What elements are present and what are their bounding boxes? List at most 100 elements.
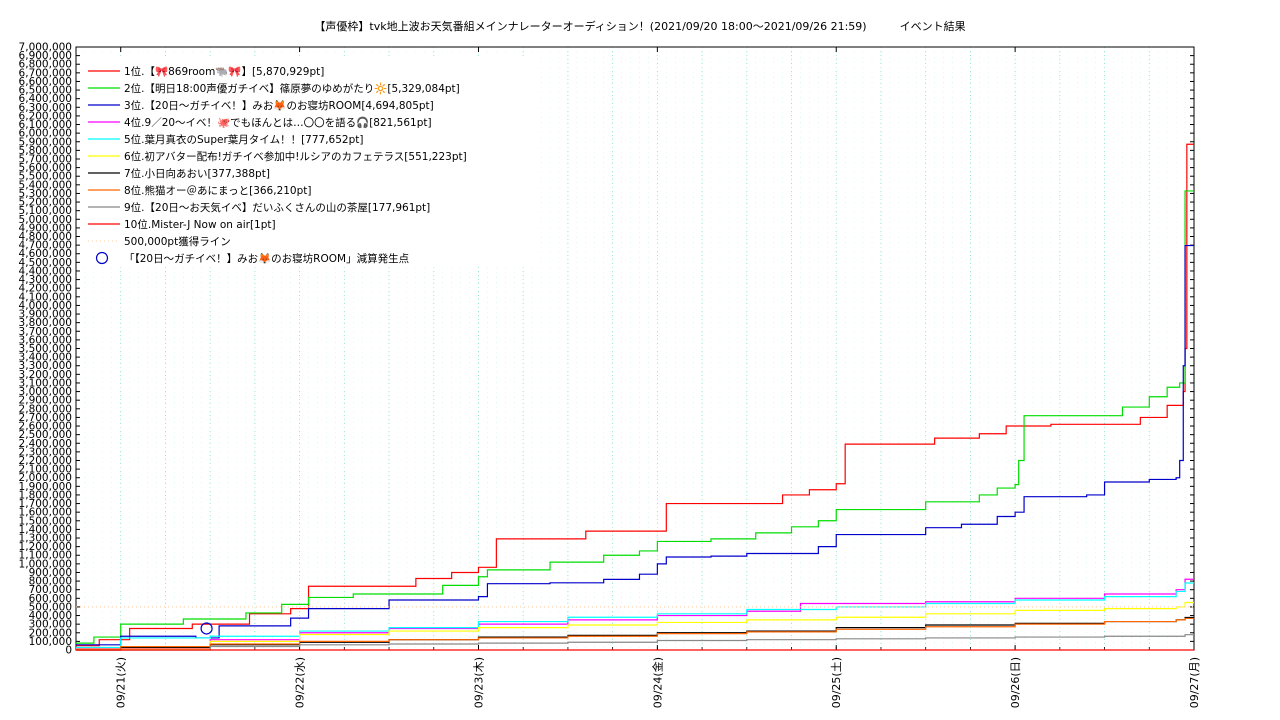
y-tick-label: 700,000 [29, 584, 72, 596]
y-tick-label: 1,100,000 [19, 550, 72, 562]
y-tick-label: 4,100,000 [19, 291, 72, 303]
y-tick-label: 3,000,000 [19, 386, 72, 398]
y-tick-label: 7,000,000 [19, 42, 72, 54]
y-tick-label: 6,100,000 [19, 119, 72, 131]
legend-label-5: 5位.葉月真衣のSuper葉月タイム！！[777,652pt] [124, 133, 363, 146]
y-tick-label: 5,300,000 [19, 188, 72, 200]
series-line-7 [76, 616, 1194, 651]
legend-annotation-label: 「【20日〜ガチイベ！】みお🦊のお寝坊ROOM」減算発生点 [124, 252, 409, 265]
y-tick-label: 2,400,000 [19, 438, 72, 450]
y-tick-label: 4,400,000 [19, 265, 72, 277]
y-tick-label: 2,500,000 [19, 429, 72, 441]
y-tick-label: 1,900,000 [19, 481, 72, 493]
series-line-8 [76, 617, 1194, 651]
y-tick-label: 1,200,000 [19, 541, 72, 553]
x-tick-label: 09/22(水) [294, 657, 307, 708]
y-tick-label: 4,600,000 [19, 248, 72, 260]
y-tick-label: 5,500,000 [19, 171, 72, 183]
y-tick-label: 3,900,000 [19, 309, 72, 321]
legend-label-7: 7位.小日向あおい[377,388pt] [124, 167, 270, 180]
y-tick-label: 2,100,000 [19, 464, 72, 476]
y-tick-label: 5,800,000 [19, 145, 72, 157]
y-tick-label: 200,000 [29, 627, 72, 639]
y-tick-label: 300,000 [29, 619, 72, 631]
x-tick-label: 09/26(日) [1009, 657, 1022, 708]
legend-label-10: 10位.Mister-J Now on air[1pt] [124, 218, 276, 231]
y-tick-label: 3,700,000 [19, 326, 72, 338]
y-tick-label: 1,700,000 [19, 498, 72, 510]
y-tick-label: 3,100,000 [19, 377, 72, 389]
legend-label-6: 6位.初アバター配布!ガチイベ参加中!ルシアのカフェテラス[551,223pt] [124, 150, 467, 163]
series-line-9 [76, 634, 1194, 651]
y-tick-label: 3,600,000 [19, 334, 72, 346]
y-tick-label: 1,500,000 [19, 515, 72, 527]
y-tick-label: 500,000 [29, 601, 72, 613]
y-tick-label: 1,300,000 [19, 533, 72, 545]
y-tick-label: 6,500,000 [19, 85, 72, 97]
y-tick-label: 400,000 [29, 610, 72, 622]
legend-annotation-marker [95, 251, 109, 265]
y-tick-label: 3,200,000 [19, 369, 72, 381]
y-tick-label: 6,400,000 [19, 93, 72, 105]
y-tick-label: 4,700,000 [19, 240, 72, 252]
y-tick-label: 6,900,000 [19, 50, 72, 62]
y-tick-label: 4,300,000 [19, 274, 72, 286]
y-tick-label: 900,000 [29, 567, 72, 579]
y-tick-label: 3,800,000 [19, 317, 72, 329]
chart-title: 【声優枠】tvk地上波お天気番組メインナレーターオーディション！(2021/09… [314, 20, 966, 33]
y-tick-label: 2,000,000 [19, 472, 72, 484]
y-tick-label: 5,400,000 [19, 179, 72, 191]
series-line-5 [76, 582, 1194, 649]
legend-label-8: 8位.熊猫オー＠あにまっと[366,210pt] [124, 184, 312, 197]
legend-label-1: 1位.【🎀869room🐃🎀】[5,870,929pt] [124, 65, 324, 78]
y-tick-label: 2,600,000 [19, 421, 72, 433]
series-line-6 [76, 601, 1194, 650]
y-tick-label: 4,500,000 [19, 257, 72, 269]
y-tick-label: 3,500,000 [19, 343, 72, 355]
y-tick-label: 5,100,000 [19, 205, 72, 217]
y-tick-label: 2,700,000 [19, 412, 72, 424]
y-tick-label: 1,800,000 [19, 489, 72, 501]
y-tick-label: 6,300,000 [19, 102, 72, 114]
y-tick-label: 4,200,000 [19, 283, 72, 295]
y-tick-label: 4,000,000 [19, 300, 72, 312]
x-tick-label: 09/24(金) [650, 657, 664, 708]
y-tick-label: 2,800,000 [19, 403, 72, 415]
y-tick-label: 5,600,000 [19, 162, 72, 174]
y-tick-label: 1,400,000 [19, 524, 72, 536]
y-tick-label: 2,300,000 [19, 446, 72, 458]
y-tick-label: 5,900,000 [19, 136, 72, 148]
series-line-1 [76, 143, 1194, 647]
legend-label-2: 2位.【明日18:00声優ガチイベ】篠原夢のゆめがたり🔆[5,329,084pt… [124, 82, 460, 95]
y-tick-label: 1,000,000 [19, 558, 72, 570]
series-line-2 [76, 190, 1194, 644]
y-tick-label: 5,700,000 [19, 153, 72, 165]
series-line-3 [76, 244, 1194, 646]
y-tick-label: 6,800,000 [19, 59, 72, 71]
y-tick-label: 3,400,000 [19, 352, 72, 364]
y-tick-label: 4,900,000 [19, 222, 72, 234]
y-tick-label: 5,200,000 [19, 197, 72, 209]
y-tick-label: 2,200,000 [19, 455, 72, 467]
y-tick-label: 100,000 [29, 636, 72, 648]
y-tick-label: 0 [65, 645, 72, 657]
legend-label-9: 9位.【20日〜お天気イベ】だいふくさんの山の茶屋[177,961pt] [124, 201, 430, 214]
legend-label-4: 4位.9／20〜イベ！🐙でもほんとは…〇〇を語る🎧[821,561pt] [124, 116, 432, 129]
legend-label-3: 3位.【20日〜ガチイベ！】みお🦊のお寝坊ROOM[4,694,805pt] [124, 99, 434, 112]
legend-box [80, 56, 536, 266]
x-tick-label: 09/21(火) [115, 657, 128, 708]
y-tick-label: 6,600,000 [19, 76, 72, 88]
y-tick-label: 5,000,000 [19, 214, 72, 226]
annotation-marker [200, 622, 213, 635]
y-tick-label: 6,200,000 [19, 110, 72, 122]
y-tick-label: 6,700,000 [19, 67, 72, 79]
y-tick-label: 3,300,000 [19, 360, 72, 372]
legend-label-11: 500,000pt獲得ライン [124, 235, 231, 248]
y-tick-label: 2,900,000 [19, 395, 72, 407]
y-tick-label: 800,000 [29, 576, 72, 588]
x-tick-label: 09/27(月) [1188, 657, 1201, 708]
series-line-4 [76, 578, 1194, 649]
y-tick-label: 1,600,000 [19, 507, 72, 519]
y-tick-label: 4,800,000 [19, 231, 72, 243]
y-tick-label: 600,000 [29, 593, 72, 605]
